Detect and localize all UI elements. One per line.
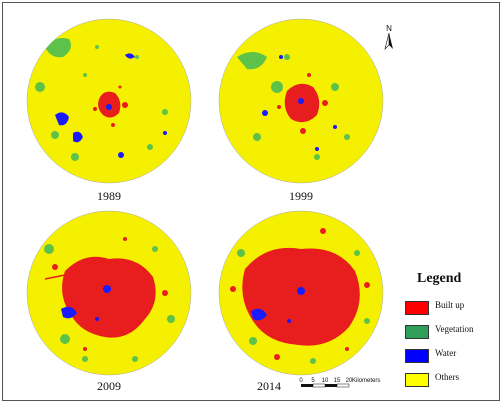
scale-tick-label: 10 <box>322 378 329 384</box>
others-swatch <box>405 373 429 387</box>
scale-tick-label: 0 <box>299 378 303 384</box>
scale-bar: 0 5 10 15 20 Kilometers <box>299 378 380 388</box>
water-bodies-2009 <box>61 285 111 321</box>
figure-frame: 1989 1999 N <box>2 2 500 401</box>
map-1999 <box>218 18 384 184</box>
scale-tick-label: 20 <box>346 378 353 384</box>
scale-unit-label: Kilometers <box>352 378 380 384</box>
vegetation-patches-2009 <box>44 244 175 362</box>
water-bodies-1999 <box>262 55 337 151</box>
legend-title: Legend <box>417 271 462 286</box>
water-swatch <box>405 349 429 363</box>
vegetation-patches-1989 <box>35 38 168 161</box>
builtup-patches-2014 <box>230 228 370 360</box>
vegetation-swatch <box>405 325 429 339</box>
legend-label: Water <box>435 348 457 358</box>
scale-tick-label: 15 <box>334 378 341 384</box>
builtup-patches-2009 <box>44 237 168 351</box>
scale-tick-label: 5 <box>311 378 315 384</box>
map-year-label: 1989 <box>97 189 121 203</box>
legend-label: Vegetation <box>435 324 474 334</box>
legend-label: Others <box>435 372 459 382</box>
legend: Legend Built up Vegetation Water Others <box>401 265 497 397</box>
map-year-label: 2009 <box>97 379 121 393</box>
map-1989 <box>26 18 192 184</box>
vegetation-patches-2014 <box>237 249 370 364</box>
map-year-label: 1999 <box>289 189 313 203</box>
builtup-swatch <box>405 301 429 315</box>
north-label: N <box>386 24 392 33</box>
water-bodies-2014 <box>251 287 305 323</box>
map-2014 <box>218 210 384 376</box>
north-arrow-icon: N <box>384 24 393 50</box>
vegetation-patches-1999 <box>237 52 350 160</box>
map-2009 <box>26 210 192 376</box>
water-bodies-1989 <box>55 53 167 158</box>
legend-label: Built up <box>435 300 465 310</box>
map-year-label: 2014 <box>257 379 281 393</box>
